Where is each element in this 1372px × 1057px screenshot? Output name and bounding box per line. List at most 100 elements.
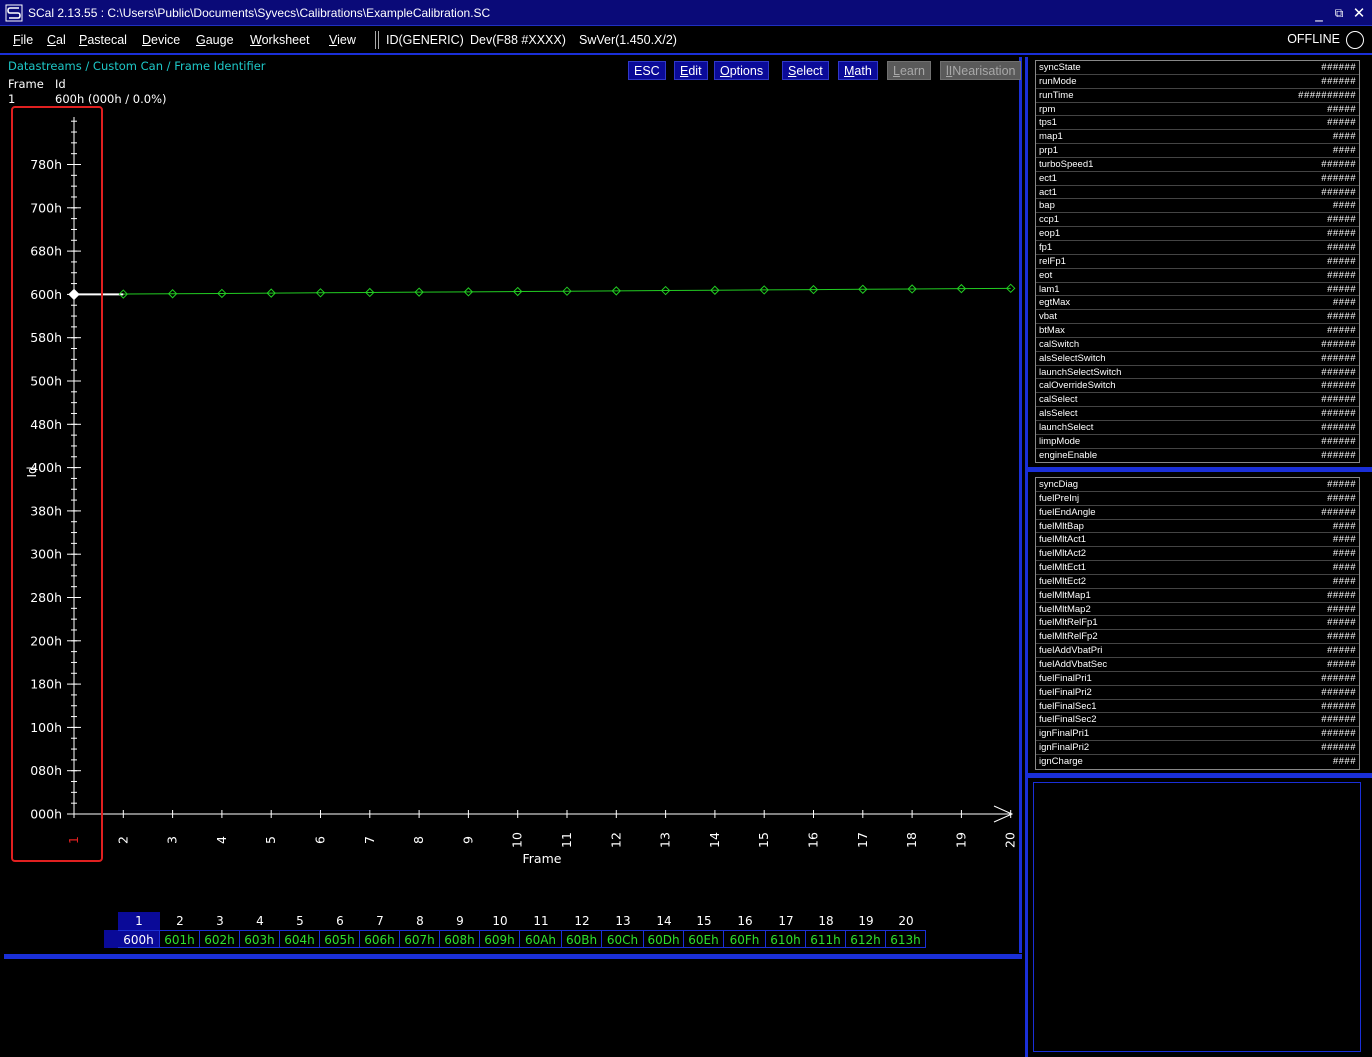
restore-button[interactable]: ⧉ [1334,6,1344,20]
stream-row-ignFinalPri1[interactable]: ignFinalPri1 ###### [1036,727,1359,742]
stream-row-tps1[interactable]: tps1 ##### [1036,116,1359,131]
frame-number-cell[interactable]: 18 [818,914,834,928]
stream-row-syncState[interactable]: syncState ###### [1036,61,1359,75]
stream-row-limpMode[interactable]: limpMode ###### [1036,435,1359,449]
stream-row-bap[interactable]: bap #### [1036,199,1359,214]
stream-row-runMode[interactable]: runMode ###### [1036,75,1359,89]
select-button[interactable]: Select [782,61,829,80]
stream-row-alsSelectSwitch[interactable]: alsSelectSwitch ###### [1036,352,1359,366]
frame-number-cell[interactable]: 12 [574,914,590,928]
stream-row-fuelEndAngle[interactable]: fuelEndAngle ###### [1036,506,1359,520]
frame-id-cell[interactable]: 602h [200,930,240,948]
frame-id-cell[interactable]: 60Bh [562,930,602,948]
edit-button[interactable]: Edit [674,61,708,80]
stream-row-fuelFinalPri2[interactable]: fuelFinalPri2 ###### [1036,686,1359,700]
frame-id-cell[interactable]: 60Ah [520,930,562,948]
menu-file[interactable]: File [13,33,33,47]
sidebar-divider[interactable] [1025,467,1372,472]
frame-id-cell[interactable]: 60Dh [644,930,684,948]
stream-row-lam1[interactable]: lam1 ##### [1036,283,1359,297]
stream-row-fuelAddVbatSec[interactable]: fuelAddVbatSec ##### [1036,658,1359,672]
menu-cal[interactable]: Cal [47,33,66,47]
stream-row-ignCharge[interactable]: ignCharge #### [1036,755,1359,769]
frame-number-cell[interactable]: 15 [696,914,712,928]
frame-number-cell[interactable]: 2 [176,914,184,928]
stream-row-rpm[interactable]: rpm ##### [1036,103,1359,117]
frame-id-cell[interactable]: 60Ch [602,930,644,948]
stream-row-fuelMltEct2[interactable]: fuelMltEct2 #### [1036,575,1359,589]
math-button[interactable]: Math [838,61,878,80]
frame-number-cell[interactable]: 11 [533,914,549,928]
frame-number-cell[interactable]: 13 [615,914,631,928]
close-button[interactable]: ✕ [1352,4,1366,22]
frame-number-cell[interactable]: 14 [656,914,672,928]
frame-id-cell[interactable]: 601h [160,930,200,948]
menu-gauge[interactable]: Gauge [196,33,234,47]
stream-row-fuelMltMap1[interactable]: fuelMltMap1 ##### [1036,589,1359,603]
stream-row-fuelFinalSec1[interactable]: fuelFinalSec1 ###### [1036,700,1359,714]
stream-row-fuelMltAct1[interactable]: fuelMltAct1 #### [1036,533,1359,548]
frame-id-cell[interactable]: 612h [846,930,886,948]
stream-row-fuelMltRelFp1[interactable]: fuelMltRelFp1 ##### [1036,616,1359,631]
frame-id-cell[interactable]: 609h [480,930,520,948]
sidebar-divider[interactable] [1025,773,1372,778]
stream-row-fp1[interactable]: fp1 ##### [1036,241,1359,255]
stream-row-btMax[interactable]: btMax ##### [1036,324,1359,338]
menu-view[interactable]: View [329,33,356,47]
frame-id-chart[interactable]: 000h 080h 100h 180h 200h 280h 300h 380h 400h 480h… [4,57,1022,917]
stream-row-syncDiag[interactable]: syncDiag ##### [1036,478,1359,492]
frame-id-cell[interactable]: 606h [360,930,400,948]
esc-button[interactable]: ESC [628,61,666,80]
frame-id-cell[interactable]: 600h [118,930,160,948]
stream-row-prp1[interactable]: prp1 #### [1036,144,1359,158]
stream-row-fuelMltBap[interactable]: fuelMltBap #### [1036,520,1359,534]
stream-row-map1[interactable]: map1 #### [1036,130,1359,145]
frame-id-cell[interactable]: 605h [320,930,360,948]
sidebar-splitter[interactable] [1025,57,1028,1057]
stream-row-egtMax[interactable]: egtMax #### [1036,296,1359,311]
stream-row-calSelect[interactable]: calSelect ###### [1036,393,1359,408]
minimize-button[interactable]: _ [1315,4,1323,22]
frame-number-cell[interactable]: 19 [858,914,874,928]
frame-number-cell[interactable]: 8 [416,914,424,928]
stream-row-turboSpeed1[interactable]: turboSpeed1 ###### [1036,158,1359,172]
frame-id-cell[interactable]: 611h [806,930,846,948]
stream-row-alsSelect[interactable]: alsSelect ###### [1036,407,1359,421]
frame-id-cell[interactable]: 60Eh [684,930,724,948]
stream-row-fuelFinalSec2[interactable]: fuelFinalSec2 ###### [1036,713,1359,728]
stream-row-fuelAddVbatPri[interactable]: fuelAddVbatPri ##### [1036,644,1359,658]
frame-number-cell[interactable]: 10 [492,914,508,928]
stream-row-relFp1[interactable]: relFp1 ##### [1036,255,1359,269]
frame-id-cell[interactable]: 608h [440,930,480,948]
frame-id-cell[interactable]: 613h [886,930,926,948]
stream-row-ccp1[interactable]: ccp1 ##### [1036,213,1359,228]
frame-id-cell[interactable]: 603h [240,930,280,948]
menu-pastecal[interactable]: Pastecal [79,33,127,47]
stream-row-act1[interactable]: act1 ###### [1036,186,1359,200]
frame-number-cell[interactable]: 3 [216,914,224,928]
menu-device[interactable]: Device [142,33,180,47]
stream-row-launchSelect[interactable]: launchSelect ###### [1036,421,1359,435]
stream-row-vbat[interactable]: vbat ##### [1036,310,1359,325]
frame-number-cell[interactable]: 6 [336,914,344,928]
stream-row-calOverrideSwitch[interactable]: calOverrideSwitch ###### [1036,379,1359,394]
stream-row-ect1[interactable]: ect1 ###### [1036,172,1359,186]
panel-divider[interactable] [4,954,1022,959]
frame-number-cell[interactable]: 4 [256,914,264,928]
stream-row-fuelMltMap2[interactable]: fuelMltMap2 ##### [1036,603,1359,617]
frame-number-cell[interactable]: 17 [778,914,794,928]
stream-row-ignFinalPri2[interactable]: ignFinalPri2 ###### [1036,741,1359,755]
stream-row-calSwitch[interactable]: calSwitch ###### [1036,338,1359,352]
frame-number-cell[interactable]: 7 [376,914,384,928]
stream-row-launchSelectSwitch[interactable]: launchSelectSwitch ###### [1036,366,1359,380]
frame-id-cell[interactable]: 604h [280,930,320,948]
stream-row-fuelMltEct1[interactable]: fuelMltEct1 #### [1036,561,1359,575]
options-button[interactable]: Options [714,61,770,80]
frame-id-cell[interactable]: 60Fh [724,930,766,948]
menu-worksheet[interactable]: Worksheet [250,33,310,47]
frame-number-cell[interactable]: 5 [296,914,304,928]
stream-row-engineEnable[interactable]: engineEnable ###### [1036,449,1359,463]
stream-row-runTime[interactable]: runTime ########## [1036,89,1359,103]
frame-number-cell[interactable]: 1 [118,912,160,930]
stream-row-fuelPreInj[interactable]: fuelPreInj ##### [1036,492,1359,506]
